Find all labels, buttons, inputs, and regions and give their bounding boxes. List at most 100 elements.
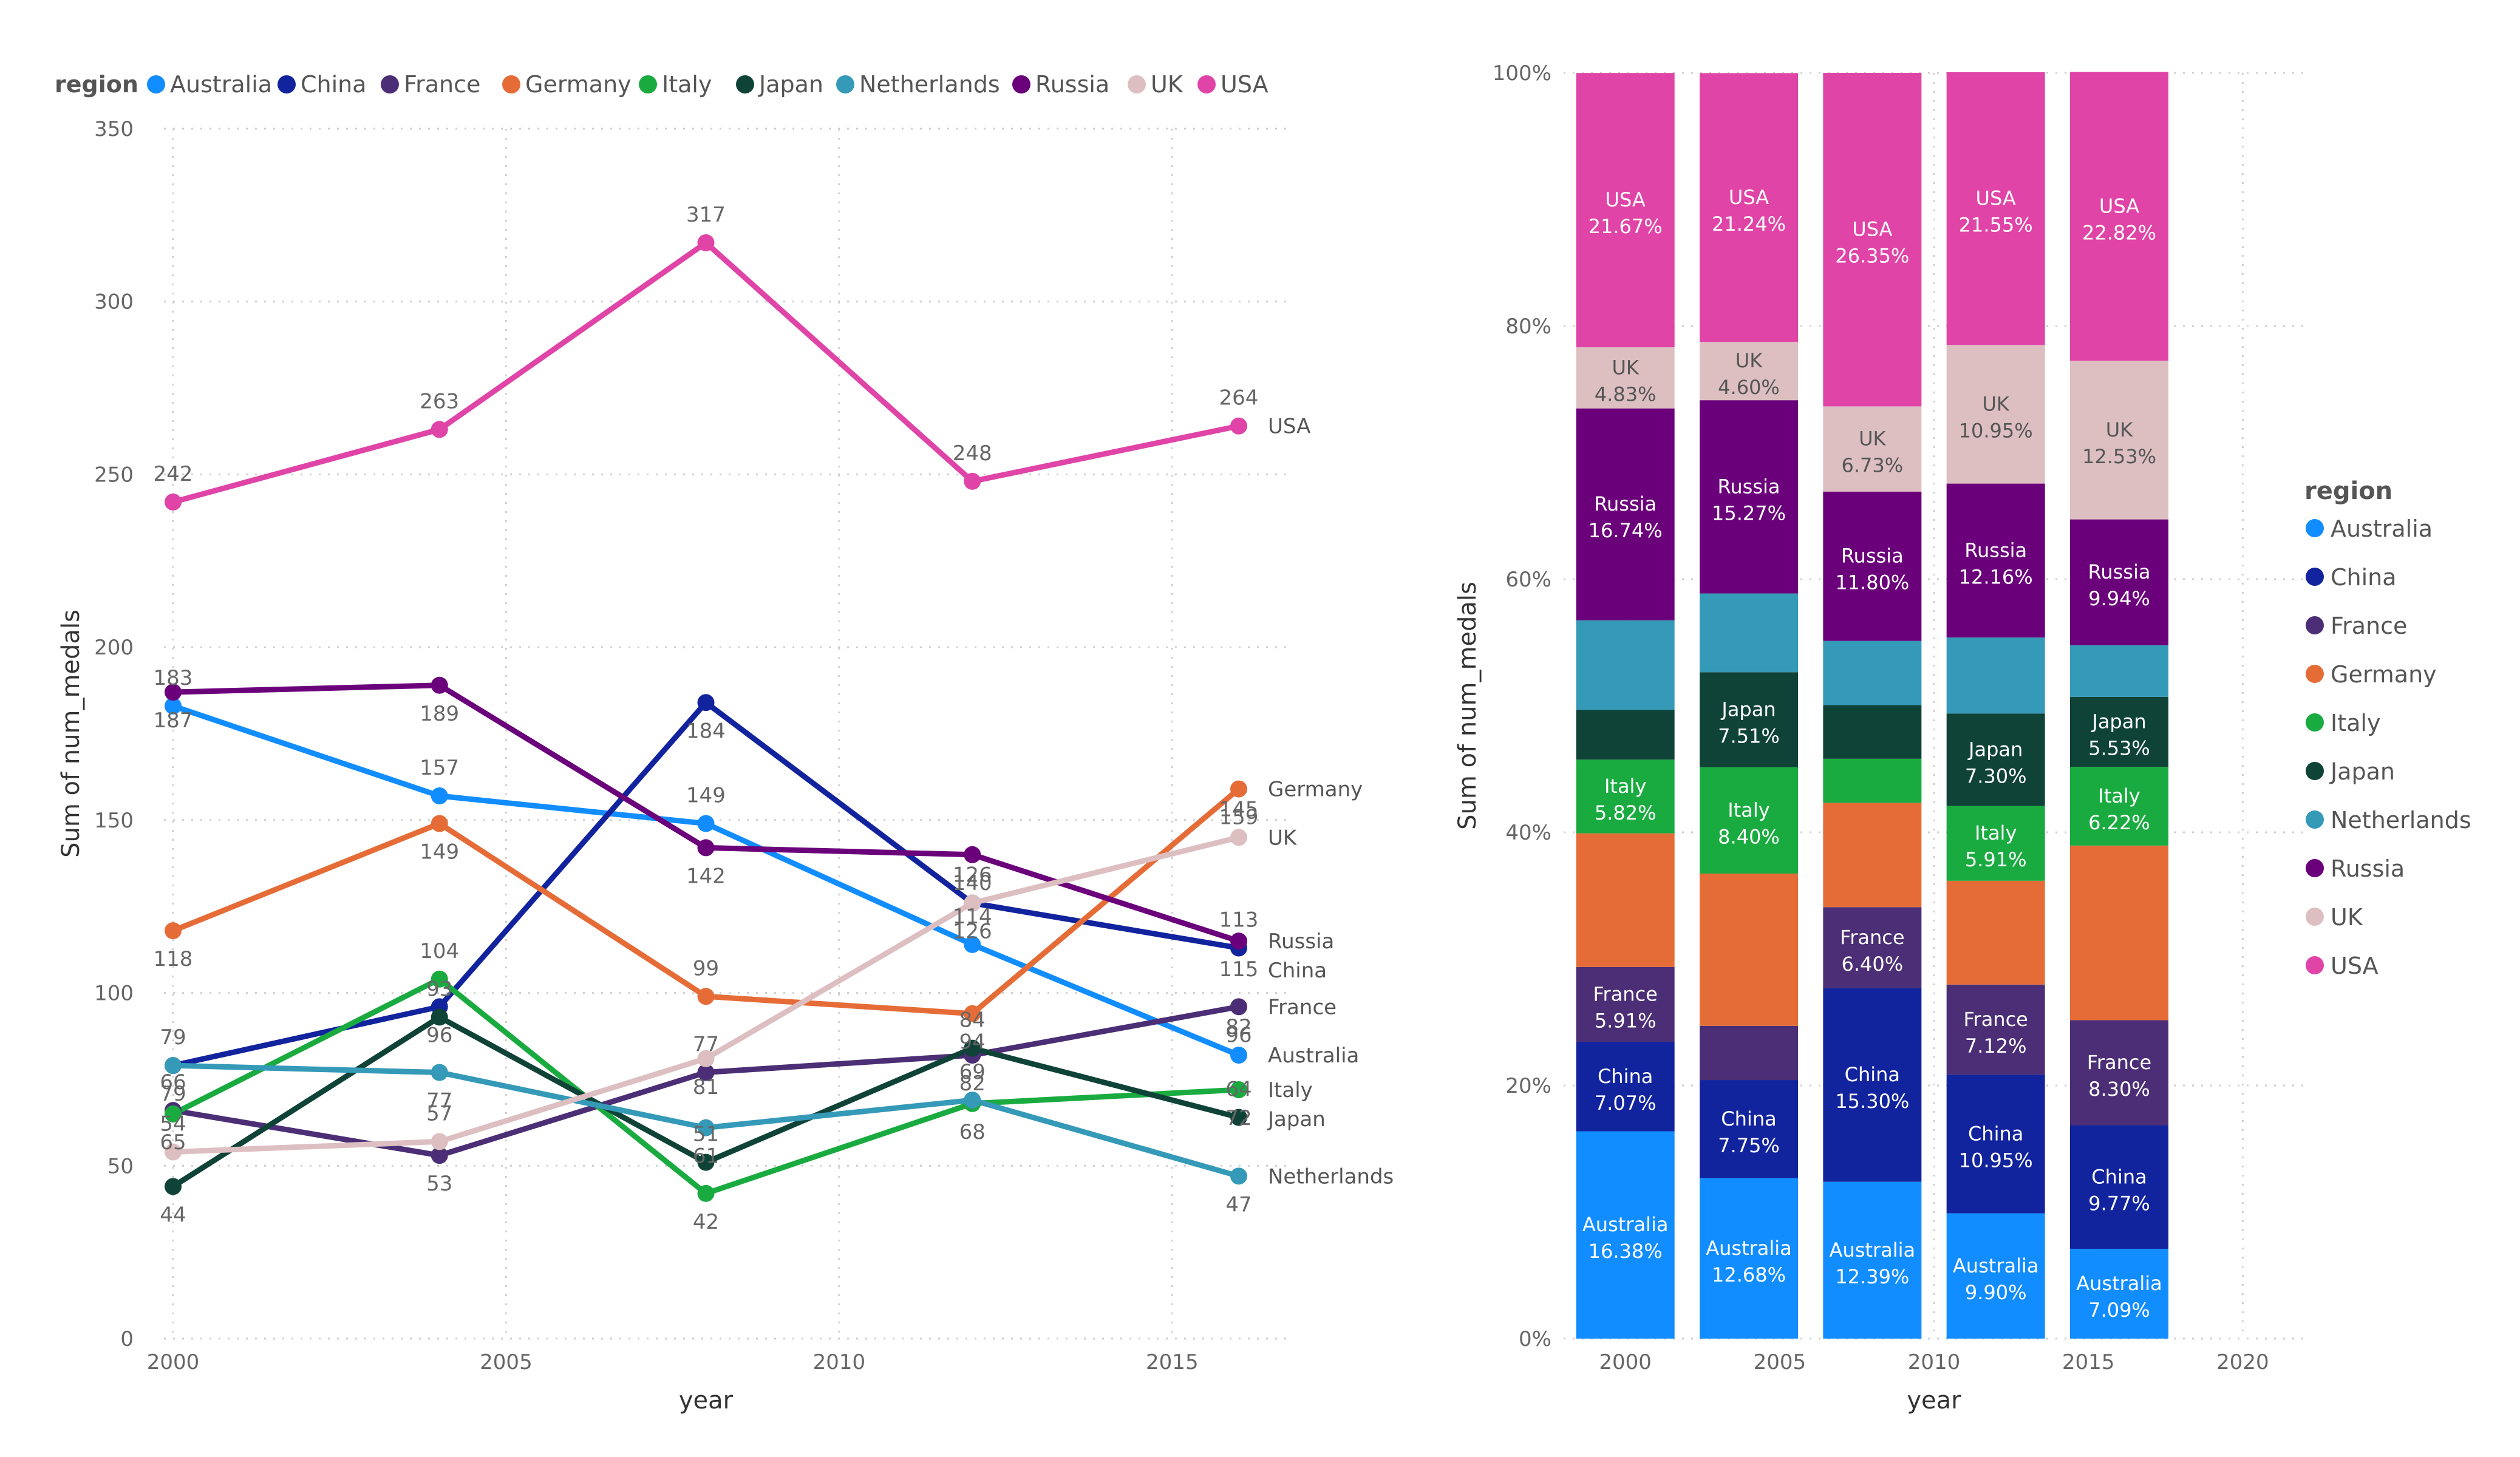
- bar-chart-grid: [1564, 72, 2304, 1340]
- data-point-china: [697, 694, 715, 712]
- legend-item-germany: Germany: [525, 71, 632, 98]
- series-end-label-australia: Australia: [1268, 1044, 1359, 1068]
- bar-segment-netherlands: [1576, 620, 1675, 710]
- data-point-italy: [697, 1184, 715, 1202]
- data-label-usa: 242: [154, 462, 193, 486]
- data-label-netherlands: 77: [426, 1089, 452, 1113]
- segment-label-russia: Russia: [1841, 545, 1904, 568]
- legend-item-japan: Japan: [758, 71, 823, 98]
- line-chart: 0 50 100 150 200 250 300 350 2000 2005 2010 2015 24…: [55, 71, 1394, 1415]
- legend-item-germany: Germany: [2331, 661, 2437, 688]
- bar-segment-australia: [2070, 1249, 2168, 1339]
- legend-item-france: France: [404, 71, 480, 98]
- y-tick-label: 300: [94, 290, 134, 314]
- data-point-australia: [697, 815, 715, 832]
- data-label-japan: 44: [160, 1203, 186, 1227]
- data-point-germany: [431, 815, 448, 832]
- bar-segment-italy: [1700, 767, 1798, 874]
- data-point-usa: [165, 493, 182, 511]
- bar-segment-uk: [1700, 342, 1798, 401]
- data-point-germany: [964, 1005, 981, 1022]
- y-tick-label: 200: [94, 636, 134, 660]
- bar-segment-netherlands: [1946, 637, 2045, 714]
- data-point-netherlands: [431, 1064, 448, 1081]
- segment-value-uk: 12.53%: [2082, 445, 2156, 468]
- bar-segment-germany: [1946, 880, 2045, 985]
- segment-value-italy: 5.82%: [1595, 801, 1657, 824]
- series-end-label-france: France: [1268, 995, 1337, 1019]
- bar-chart-data-labels: Australia 16.38% China 7.07% France 5.91% Ital…: [1582, 186, 2162, 1322]
- stacked-bar-chart: 0% 20% 40% 60% 80% 100% 2000 2005 2010 2015 2020 A…: [1454, 61, 2471, 1415]
- bar-segment-usa: [1823, 73, 1922, 407]
- data-label-france: 66: [160, 1070, 186, 1095]
- segment-label-italy: Italy: [1728, 798, 1769, 821]
- bar-segment-italy: [2070, 767, 2168, 846]
- series-line-usa: [170, 240, 1242, 505]
- bar-segment-uk: [1946, 345, 2045, 484]
- data-point-italy: [1230, 1081, 1247, 1099]
- bar-segment-france: [1576, 966, 1675, 1042]
- segment-label-china: China: [1845, 1063, 1900, 1086]
- legend-item-australia: Australia: [2331, 515, 2433, 542]
- segment-label-france: France: [1840, 926, 1904, 949]
- x-tick-label: 2010: [1908, 1350, 1961, 1374]
- segment-label-japan: Japan: [2091, 710, 2146, 733]
- bar-segment-australia: [1823, 1181, 1922, 1339]
- legend-marker-italy: [2306, 713, 2324, 732]
- y-tick-label: 100: [94, 982, 134, 1006]
- bar-segment-china: [1946, 1075, 2045, 1214]
- segment-value-france: 6.40%: [1842, 953, 1904, 976]
- data-label-australia: 157: [420, 756, 459, 780]
- legend-item-russia: Russia: [1035, 71, 1109, 98]
- bar-segment-australia: [1946, 1213, 2045, 1339]
- data-point-italy: [431, 970, 448, 988]
- segment-value-china: 9.77%: [2088, 1192, 2150, 1215]
- bar-chart-axes: 0% 20% 40% 60% 80% 100% 2000 2005 2010 2015 2020: [1493, 61, 2269, 1374]
- legend-marker-australia: [2306, 519, 2324, 537]
- legend-title: region: [55, 71, 138, 98]
- line-chart-data-labels: 2421871831187979666554442631891571491049…: [154, 203, 1394, 1234]
- legend-item-uk: UK: [2331, 904, 2363, 931]
- bar-segment-france: [2070, 1020, 2168, 1126]
- bar-segment-netherlands: [1823, 640, 1922, 705]
- data-point-australia: [431, 787, 448, 804]
- series-end-label-china: China: [1268, 959, 1327, 983]
- data-label-france: 82: [959, 1072, 986, 1096]
- legend-marker-russia: [2306, 859, 2324, 877]
- bar-segment-uk: [1823, 406, 1922, 492]
- bar-segment-china: [1576, 1042, 1675, 1132]
- segment-value-italy: 6.22%: [2088, 811, 2150, 834]
- bar-chart-legend[interactable]: region Australia China France Germany Italy J…: [2304, 477, 2471, 979]
- bar-segment-japan: [1700, 672, 1798, 767]
- data-point-netherlands: [1230, 1167, 1247, 1185]
- legend-item-usa: USA: [1221, 71, 1269, 98]
- legend-item-netherlands: Netherlands: [2331, 807, 2471, 834]
- segment-label-australia: Australia: [1706, 1237, 1792, 1260]
- line-chart-legend[interactable]: region Australia China France Germany Italy J…: [55, 71, 1269, 98]
- data-label-australia: 149: [686, 784, 726, 808]
- legend-marker-uk: [1128, 75, 1146, 93]
- bar-segment-china: [1823, 988, 1922, 1182]
- segment-value-australia: 16.38%: [1589, 1240, 1663, 1263]
- bar-segment-japan: [1946, 713, 2045, 806]
- data-label-italy: 42: [693, 1210, 719, 1234]
- legend-item-uk: UK: [1151, 71, 1183, 98]
- data-point-france: [431, 1147, 448, 1164]
- segment-value-australia: 12.39%: [1835, 1265, 1909, 1288]
- segment-value-usa: 21.67%: [1589, 215, 1663, 238]
- segment-value-uk: 10.95%: [1959, 419, 2033, 442]
- segment-value-france: 8.30%: [2088, 1078, 2150, 1101]
- legend-item-usa: USA: [2331, 953, 2379, 979]
- data-label-netherlands: 69: [959, 1060, 986, 1084]
- bar-segment-russia: [2070, 519, 2168, 645]
- data-point-australia: [165, 697, 182, 715]
- legend-marker-netherlands: [836, 75, 854, 93]
- segment-value-japan: 5.53%: [2088, 737, 2150, 760]
- data-point-uk: [165, 1143, 182, 1161]
- segment-label-china: China: [1721, 1107, 1776, 1130]
- y-tick-label: 0%: [1519, 1327, 1551, 1351]
- data-label-japan: 64: [1225, 1078, 1251, 1102]
- segment-label-australia: Australia: [1582, 1213, 1669, 1236]
- series-end-label-japan: Japan: [1267, 1107, 1326, 1132]
- legend-marker-japan: [736, 75, 754, 93]
